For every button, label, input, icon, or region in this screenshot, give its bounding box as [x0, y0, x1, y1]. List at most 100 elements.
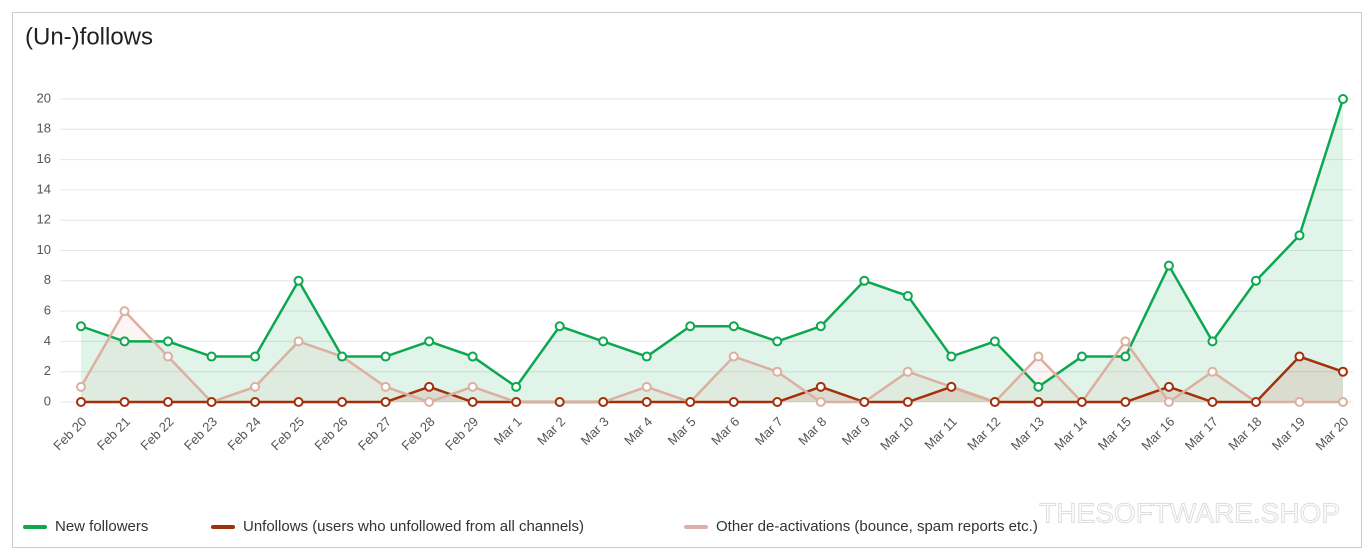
point — [380, 397, 391, 407]
point — [598, 397, 609, 407]
point — [206, 397, 217, 407]
point — [1250, 275, 1261, 286]
point — [424, 336, 435, 347]
line — [80, 98, 1345, 389]
point — [1163, 381, 1174, 392]
y-tick-label: 16 — [37, 151, 51, 166]
point — [1338, 94, 1348, 104]
y-tick-label: 14 — [37, 181, 51, 196]
point — [511, 381, 522, 392]
point — [424, 397, 435, 407]
point — [946, 381, 957, 392]
point — [380, 381, 391, 392]
point — [598, 336, 609, 347]
point — [250, 351, 261, 362]
point — [685, 397, 696, 407]
y-tick-label: 0 — [44, 393, 51, 408]
point — [641, 351, 652, 362]
point — [989, 397, 1000, 407]
point — [728, 321, 739, 332]
point — [337, 351, 348, 362]
card — [12, 12, 1362, 548]
point — [728, 397, 739, 407]
point — [1294, 230, 1305, 241]
line — [79, 309, 1343, 404]
point — [1294, 351, 1305, 362]
y-tick-label: 18 — [37, 121, 51, 136]
y-tick-label: 10 — [37, 242, 51, 257]
point — [467, 381, 478, 392]
point — [641, 397, 652, 407]
point — [1338, 397, 1348, 407]
legend-label: Unfollows (users who unfollowed from all… — [243, 518, 584, 535]
point — [989, 336, 1000, 347]
point — [163, 336, 174, 347]
point — [1250, 397, 1261, 407]
legend-label: Other de-activations (bounce, spam repor… — [716, 518, 1038, 535]
point — [772, 397, 783, 407]
point — [815, 397, 826, 407]
legend-label: New followers — [55, 518, 148, 535]
point — [772, 336, 783, 347]
point — [1120, 351, 1131, 362]
point — [1120, 397, 1131, 407]
point — [1294, 397, 1305, 407]
point — [293, 336, 304, 347]
y-tick-label: 20 — [37, 90, 51, 105]
point — [1338, 366, 1348, 377]
y-tick-label: 6 — [44, 303, 51, 318]
point — [1033, 397, 1044, 407]
watermark: THESOFTWARE.SHOP — [1039, 497, 1340, 528]
point — [1120, 336, 1131, 347]
point — [206, 351, 217, 362]
point — [293, 397, 304, 407]
point — [772, 366, 783, 377]
point — [467, 397, 478, 407]
point — [1033, 381, 1044, 392]
point — [337, 397, 348, 407]
point — [902, 290, 913, 301]
point — [250, 381, 261, 392]
point — [1207, 397, 1218, 407]
point — [859, 397, 870, 407]
point — [293, 275, 304, 286]
point — [685, 321, 696, 332]
point — [1207, 366, 1218, 377]
y-tick-label: 2 — [44, 363, 51, 378]
point — [467, 351, 478, 362]
y-tick-label: 8 — [44, 272, 51, 287]
point — [728, 351, 739, 362]
point — [641, 381, 652, 392]
point — [163, 351, 174, 362]
point — [859, 275, 870, 286]
point — [76, 381, 86, 392]
point — [76, 321, 86, 332]
point — [554, 397, 565, 407]
point — [76, 397, 86, 407]
point — [250, 397, 261, 407]
point — [554, 321, 565, 332]
point — [119, 397, 130, 407]
point — [815, 321, 826, 332]
point — [902, 397, 913, 407]
point — [163, 397, 174, 407]
point — [1033, 351, 1044, 362]
point — [946, 351, 957, 362]
point — [1076, 351, 1087, 362]
y-tick-label: 12 — [37, 212, 51, 227]
point — [511, 397, 522, 407]
chart-title: (Un-)follows — [25, 23, 153, 50]
point — [902, 366, 913, 377]
point — [1207, 336, 1218, 347]
point — [380, 351, 391, 362]
point — [1163, 397, 1174, 407]
y-tick-label: 4 — [44, 333, 51, 348]
point — [815, 381, 826, 392]
point — [119, 336, 130, 347]
point — [119, 306, 130, 317]
point — [424, 381, 435, 392]
line — [81, 355, 1344, 404]
point — [1076, 397, 1087, 407]
